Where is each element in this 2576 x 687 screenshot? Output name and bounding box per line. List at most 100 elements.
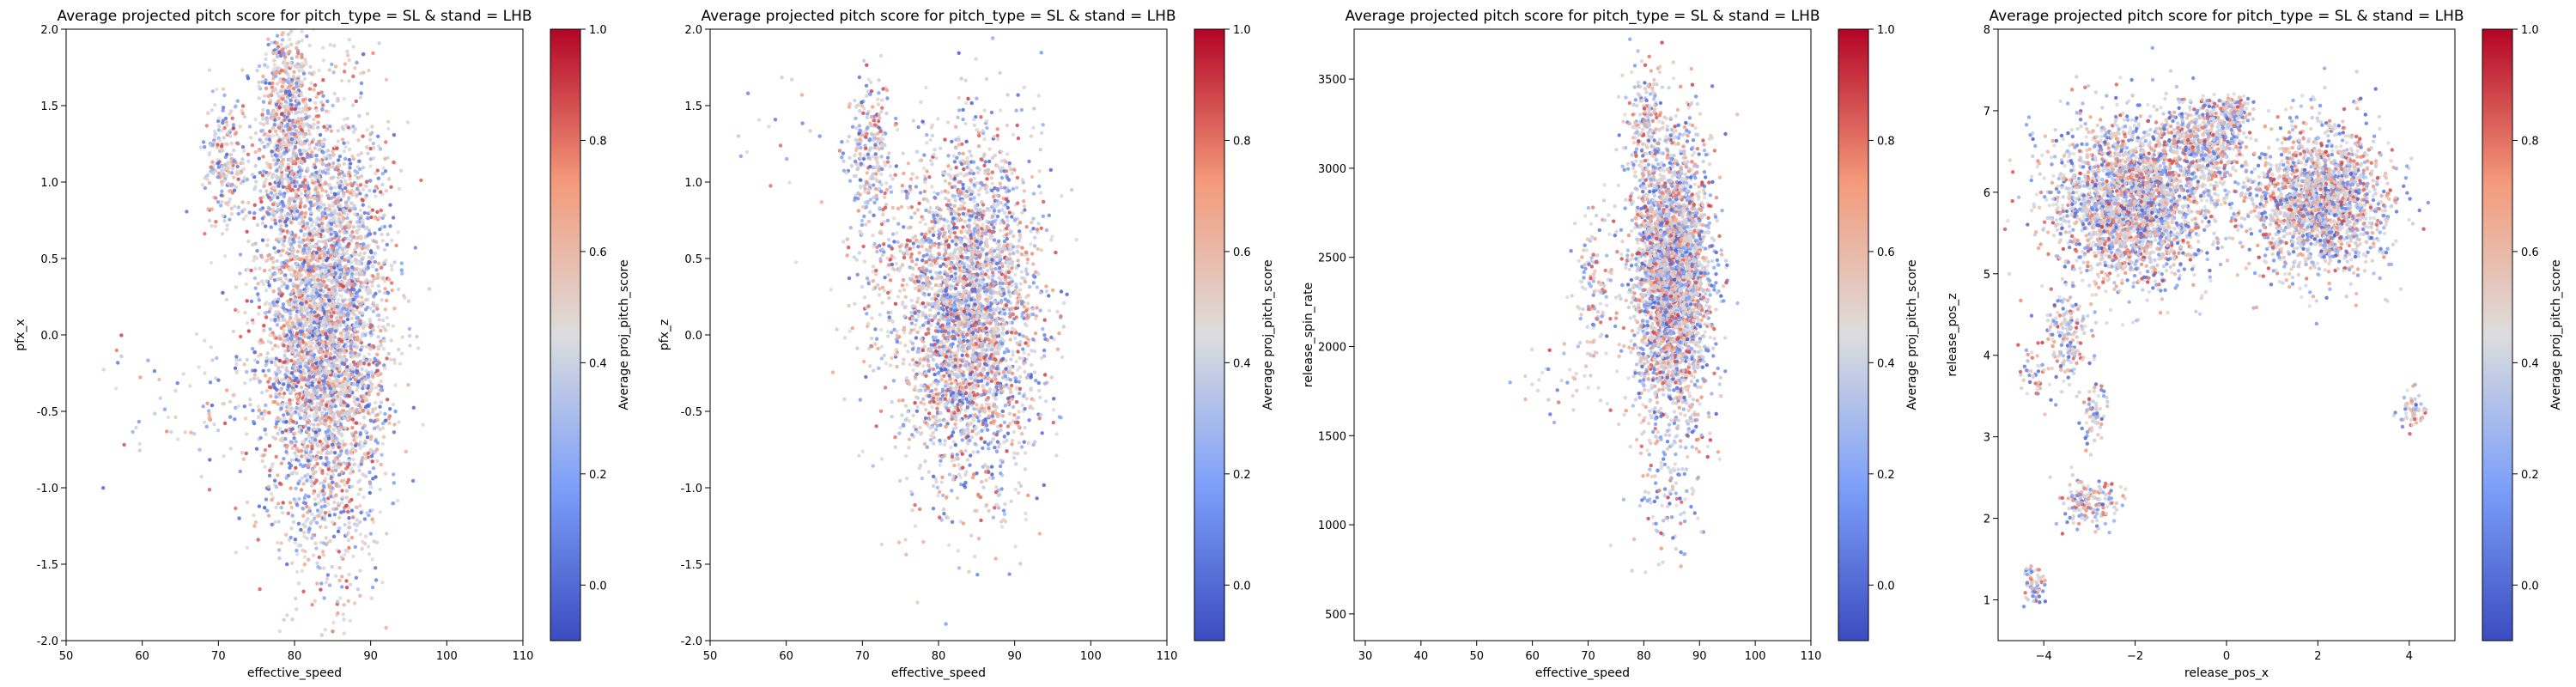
data-point (349, 291, 353, 295)
data-point (338, 264, 343, 270)
data-point (306, 444, 310, 448)
data-point (346, 651, 349, 654)
data-point (321, 46, 325, 50)
data-point (355, 397, 360, 402)
data-point (314, 319, 319, 324)
data-point (307, 71, 312, 76)
data-point (289, 98, 293, 103)
data-point (351, 332, 355, 337)
data-point (289, 486, 293, 490)
data-point (295, 41, 299, 46)
data-point (392, 357, 397, 362)
data-point (237, 516, 241, 520)
data-point (298, 425, 303, 429)
data-point (352, 601, 357, 605)
data-point (316, 234, 320, 238)
data-point (292, 159, 296, 164)
data-point (299, 408, 303, 413)
data-point (361, 495, 366, 500)
data-point (302, 141, 307, 146)
data-point (344, 579, 349, 583)
data-point (329, 262, 333, 267)
data-point (257, 504, 262, 508)
data-point (302, 131, 307, 137)
data-point (316, 228, 321, 233)
data-point (392, 307, 397, 311)
data-point (307, 43, 312, 48)
data-point (286, 73, 291, 77)
data-point (302, 377, 307, 381)
data-point (327, 298, 331, 302)
data-point (312, 471, 316, 476)
data-point (406, 299, 411, 303)
data-point (311, 333, 315, 338)
data-point (270, 149, 274, 154)
data-point (268, 327, 272, 331)
data-point (281, 402, 286, 406)
data-point (331, 446, 335, 450)
data-point (389, 264, 394, 268)
data-point (310, 512, 314, 516)
data-point (274, 363, 278, 368)
data-point (279, 112, 284, 117)
data-point (290, 250, 295, 254)
data-point (318, 525, 323, 529)
data-point (386, 291, 391, 295)
data-point (379, 190, 383, 194)
data-point (347, 336, 352, 340)
data-point (296, 159, 301, 164)
data-point (254, 179, 258, 184)
data-point (285, 344, 290, 349)
data-point (368, 358, 373, 362)
data-point (302, 555, 307, 559)
data-point (236, 309, 240, 313)
data-point (355, 383, 360, 387)
data-point (292, 87, 296, 91)
data-point (300, 257, 304, 261)
data-point (283, 176, 289, 181)
data-point (320, 161, 325, 167)
data-point (356, 379, 361, 384)
data-point (320, 107, 325, 112)
data-point (258, 587, 262, 592)
data-point (275, 41, 279, 46)
data-point (376, 283, 380, 289)
data-point (337, 158, 341, 162)
data-point (363, 384, 368, 388)
data-point (224, 120, 228, 125)
data-point (331, 534, 337, 538)
data-point (323, 628, 327, 632)
data-point (301, 219, 306, 223)
data-point (312, 88, 316, 92)
data-point (289, 312, 293, 316)
data-point (359, 91, 363, 95)
data-point (289, 333, 295, 337)
data-point (338, 596, 343, 600)
data-point (297, 337, 301, 341)
data-point (289, 176, 293, 181)
data-point (282, 382, 286, 386)
data-point (306, 516, 310, 521)
data-point (332, 513, 337, 517)
data-point (302, 290, 307, 295)
data-point (277, 181, 282, 185)
data-point (319, 361, 323, 365)
data-point (264, 78, 268, 82)
data-point (368, 333, 374, 337)
data-point (349, 161, 353, 166)
data-point (313, 372, 318, 376)
data-point (279, 378, 283, 382)
data-point (338, 348, 343, 353)
data-point (324, 365, 329, 369)
data-point (354, 505, 358, 509)
data-point (282, 328, 286, 333)
data-point (337, 188, 343, 193)
data-point (336, 175, 341, 179)
data-point (346, 599, 350, 604)
data-point (306, 350, 310, 355)
data-point (229, 141, 234, 146)
data-point (318, 178, 323, 182)
data-point (263, 311, 267, 315)
data-point (347, 58, 351, 63)
data-point (343, 185, 348, 191)
